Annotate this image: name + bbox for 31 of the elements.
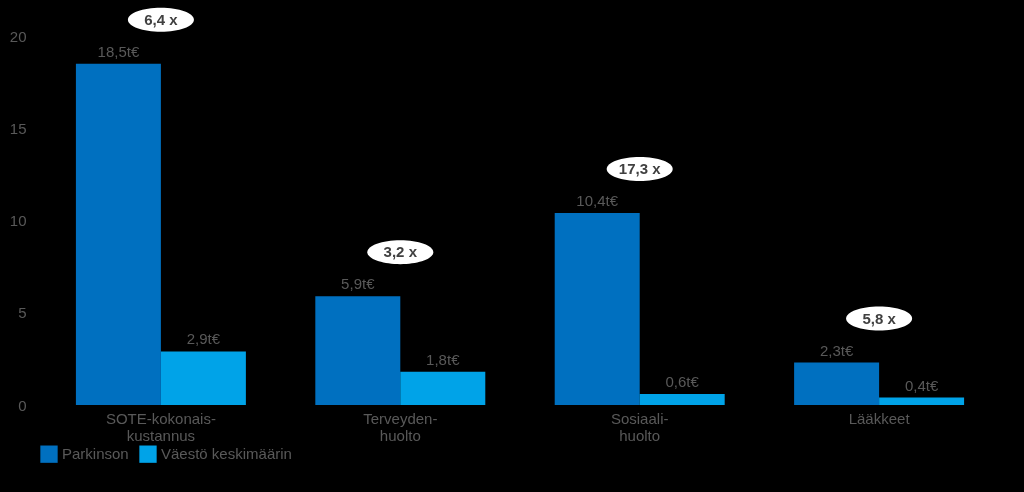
y-tick-label: 15 — [9, 119, 27, 137]
legend-label: Väestö keskimäärin — [161, 445, 292, 463]
data-label: 10,4t€ — [576, 192, 619, 210]
y-tick-label: 10 — [9, 212, 27, 229]
text: 6,4 x — [144, 10, 179, 28]
x-tick-label: SOTE-kokonais- kustannus — [105, 409, 216, 444]
data-label: 1,8t€ — [426, 350, 461, 368]
bar — [879, 397, 965, 405]
data-label: 18,5t€ — [97, 42, 140, 60]
y-tick-label: 5 — [18, 304, 27, 322]
legend-label: Parkinson — [62, 445, 129, 463]
x-tick-label: Lääkkeet — [848, 409, 911, 427]
bar — [554, 213, 640, 405]
bar — [75, 63, 161, 405]
data-label: 5,9t€ — [341, 275, 376, 293]
y-tick-label: 20 — [9, 27, 27, 45]
data-label: 2,3t€ — [819, 341, 854, 359]
annotation: 5,8 x — [862, 309, 897, 327]
bar — [315, 296, 401, 405]
bar — [794, 362, 880, 405]
bar — [400, 371, 486, 405]
data-label: 0,4t€ — [904, 376, 939, 394]
x-tick-label: Terveyden- huolto — [363, 409, 438, 444]
annotation: 17,3 x — [618, 160, 662, 178]
annotation: 3,2 x — [383, 243, 418, 261]
bar — [639, 393, 725, 405]
data-label: 2,9t€ — [186, 330, 221, 348]
data-label: 0,6t€ — [665, 372, 700, 390]
bar — [160, 351, 246, 405]
y-tick-label: 0 — [18, 396, 27, 414]
x-tick-label: Sosiaali- huolto — [610, 409, 669, 444]
